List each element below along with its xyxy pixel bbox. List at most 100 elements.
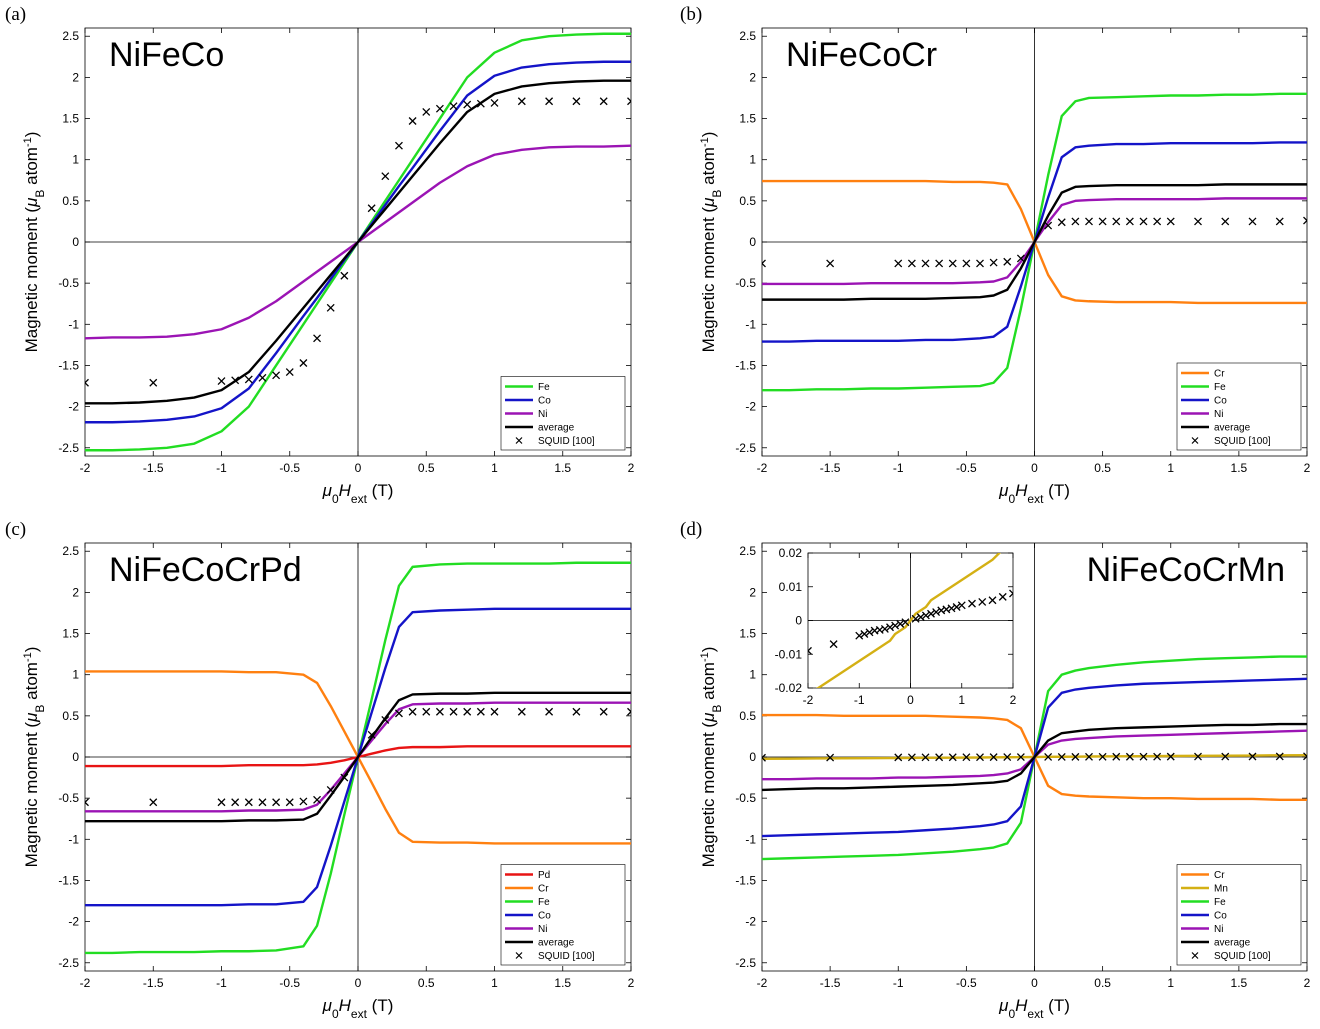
squid-point [1166, 217, 1175, 226]
squid-point [1139, 217, 1148, 226]
squid-point [968, 599, 976, 608]
squid-point [886, 623, 894, 632]
squid-point [1044, 221, 1053, 230]
y-tick-label: -1.5 [58, 873, 79, 887]
legend-label: Co [538, 396, 551, 407]
label-part: H [1015, 481, 1028, 500]
legend-label: SQUID [100] [538, 951, 595, 962]
series-group [85, 561, 631, 955]
panel-title: NiFeCoCrPd [109, 551, 302, 589]
squid-point [907, 259, 916, 268]
squid-point [490, 707, 499, 716]
legend-swatch [515, 952, 523, 959]
label-part: H [339, 996, 352, 1015]
x-tick-label: 2 [1304, 461, 1311, 475]
legend-label: Cr [1214, 870, 1225, 881]
squid-point [422, 107, 431, 116]
squid-point [435, 707, 444, 716]
label-part: Magnetic moment ( [699, 722, 718, 868]
label-part: -1 [22, 137, 34, 147]
x-tick-label: -1.5 [143, 976, 164, 990]
label-part: atom [22, 147, 41, 190]
squid-point [1153, 752, 1162, 761]
x-tick-label: 1.5 [1231, 976, 1248, 990]
squid-point [299, 359, 308, 367]
squid-point [149, 378, 158, 387]
squid-point [1303, 216, 1307, 225]
legend-label: Ni [538, 924, 547, 935]
y-tick-label: -1.5 [735, 358, 756, 372]
label-part: ) [22, 132, 41, 138]
squid-point [1221, 752, 1230, 761]
squid-point [935, 259, 944, 268]
squid-point [1248, 217, 1257, 226]
y-axis-label: Magnetic moment (μB atom-1) [22, 647, 47, 868]
legend-label: Ni [1214, 924, 1223, 935]
panel-label: (b) [680, 4, 702, 25]
label-part: ext [351, 1007, 368, 1021]
label-part: ext [1027, 492, 1044, 506]
squid-point [948, 753, 957, 762]
squid-point [978, 597, 987, 606]
squid-point [855, 631, 864, 640]
squid-point [901, 618, 910, 627]
squid-point [911, 614, 920, 623]
x-axis-label: μ0Hext (T) [322, 996, 394, 1021]
squid-point [599, 707, 608, 716]
legend-swatch [1191, 437, 1199, 444]
squid-point [572, 707, 581, 716]
y-tick-label: 0 [72, 235, 79, 249]
squid-point [367, 204, 376, 213]
inset: -2 -1 0 1 2 -0.02 -0.01 0 0.01 0.02 [775, 546, 1017, 707]
squid-point [1098, 752, 1107, 761]
x-tick-label: 0.5 [418, 461, 435, 475]
x-tick-label: -0.5 [279, 461, 300, 475]
squid-point [962, 259, 971, 268]
y-tick-label: -2.5 [735, 956, 756, 970]
squid-point [989, 258, 998, 267]
x-tick-label: -2 [803, 693, 814, 707]
squid-point [517, 707, 526, 716]
label-part: (T) [367, 996, 393, 1015]
x-tick-label: 1 [1167, 976, 1174, 990]
x-tick-label: -1 [893, 461, 904, 475]
squid-point [962, 753, 971, 762]
squid-point [1125, 217, 1134, 226]
x-tick-label: -0.5 [279, 976, 300, 990]
squid-point [217, 377, 226, 386]
label-part: μ [22, 712, 41, 723]
y-tick-label: 1 [749, 153, 756, 167]
squid-point [599, 97, 608, 106]
y-tick-label: 0.02 [779, 546, 803, 560]
squid-point [976, 753, 984, 762]
squid-point [408, 117, 417, 125]
label-part: μ [998, 996, 1009, 1015]
label-part: μ [699, 197, 718, 208]
label-part: B [710, 705, 724, 713]
squid-point [1125, 752, 1134, 761]
legend-label: Fe [1214, 897, 1226, 908]
y-tick-label: -2 [745, 915, 756, 929]
squid-point [1085, 217, 1093, 226]
y-tick-label: -0.02 [775, 681, 803, 695]
legend-label: average [538, 423, 575, 434]
squid-point [381, 172, 390, 181]
squid-point [1112, 752, 1121, 761]
x-tick-label: -2 [80, 461, 91, 475]
squid-point [921, 259, 930, 268]
squid-point [244, 375, 253, 384]
squid-point [394, 709, 403, 718]
x-tick-label: -1 [216, 461, 227, 475]
series-group [762, 655, 1307, 861]
series-line [762, 722, 1307, 792]
squid-point [517, 97, 526, 106]
squid-point [921, 611, 930, 620]
y-tick-label: 1.5 [62, 112, 79, 126]
squid-point [1275, 752, 1284, 761]
legend-label: SQUID [100] [538, 436, 595, 447]
x-tick-label: 1.5 [554, 461, 571, 475]
squid-point [1112, 217, 1121, 226]
x-tick-label: 1 [491, 461, 498, 475]
squid-point [476, 99, 485, 108]
y-tick-label: 2 [72, 70, 79, 84]
